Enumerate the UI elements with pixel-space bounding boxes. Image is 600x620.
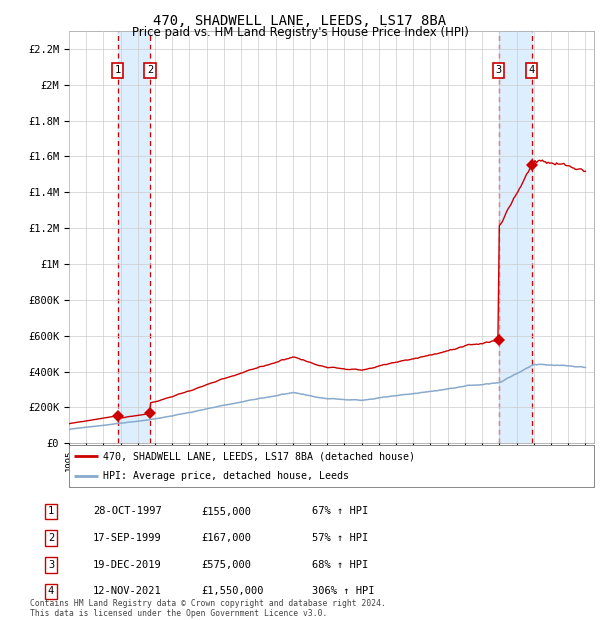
Text: 470, SHADWELL LANE, LEEDS, LS17 8BA (detached house): 470, SHADWELL LANE, LEEDS, LS17 8BA (det… xyxy=(103,451,415,461)
Text: Price paid vs. HM Land Registry's House Price Index (HPI): Price paid vs. HM Land Registry's House … xyxy=(131,26,469,39)
Text: 470, SHADWELL LANE, LEEDS, LS17 8BA: 470, SHADWELL LANE, LEEDS, LS17 8BA xyxy=(154,14,446,28)
Text: 17-SEP-1999: 17-SEP-1999 xyxy=(93,533,162,543)
Text: 306% ↑ HPI: 306% ↑ HPI xyxy=(312,587,374,596)
Text: 4: 4 xyxy=(48,587,54,596)
Bar xyxy=(499,31,532,443)
Bar xyxy=(118,31,150,443)
Text: HPI: Average price, detached house, Leeds: HPI: Average price, detached house, Leed… xyxy=(103,471,349,481)
Text: 12-NOV-2021: 12-NOV-2021 xyxy=(93,587,162,596)
Text: 3: 3 xyxy=(48,560,54,570)
Text: £167,000: £167,000 xyxy=(201,533,251,543)
Text: £575,000: £575,000 xyxy=(201,560,251,570)
Text: 2: 2 xyxy=(48,533,54,543)
Text: 4: 4 xyxy=(529,66,535,76)
Text: 1: 1 xyxy=(48,507,54,516)
Text: £155,000: £155,000 xyxy=(201,507,251,516)
Text: 19-DEC-2019: 19-DEC-2019 xyxy=(93,560,162,570)
Text: £1,550,000: £1,550,000 xyxy=(201,587,263,596)
Text: 67% ↑ HPI: 67% ↑ HPI xyxy=(312,507,368,516)
Text: 3: 3 xyxy=(496,66,502,76)
Text: 1: 1 xyxy=(115,66,121,76)
Text: 57% ↑ HPI: 57% ↑ HPI xyxy=(312,533,368,543)
Text: 68% ↑ HPI: 68% ↑ HPI xyxy=(312,560,368,570)
Text: 2: 2 xyxy=(147,66,153,76)
Text: 28-OCT-1997: 28-OCT-1997 xyxy=(93,507,162,516)
Text: Contains HM Land Registry data © Crown copyright and database right 2024.
This d: Contains HM Land Registry data © Crown c… xyxy=(30,599,386,618)
